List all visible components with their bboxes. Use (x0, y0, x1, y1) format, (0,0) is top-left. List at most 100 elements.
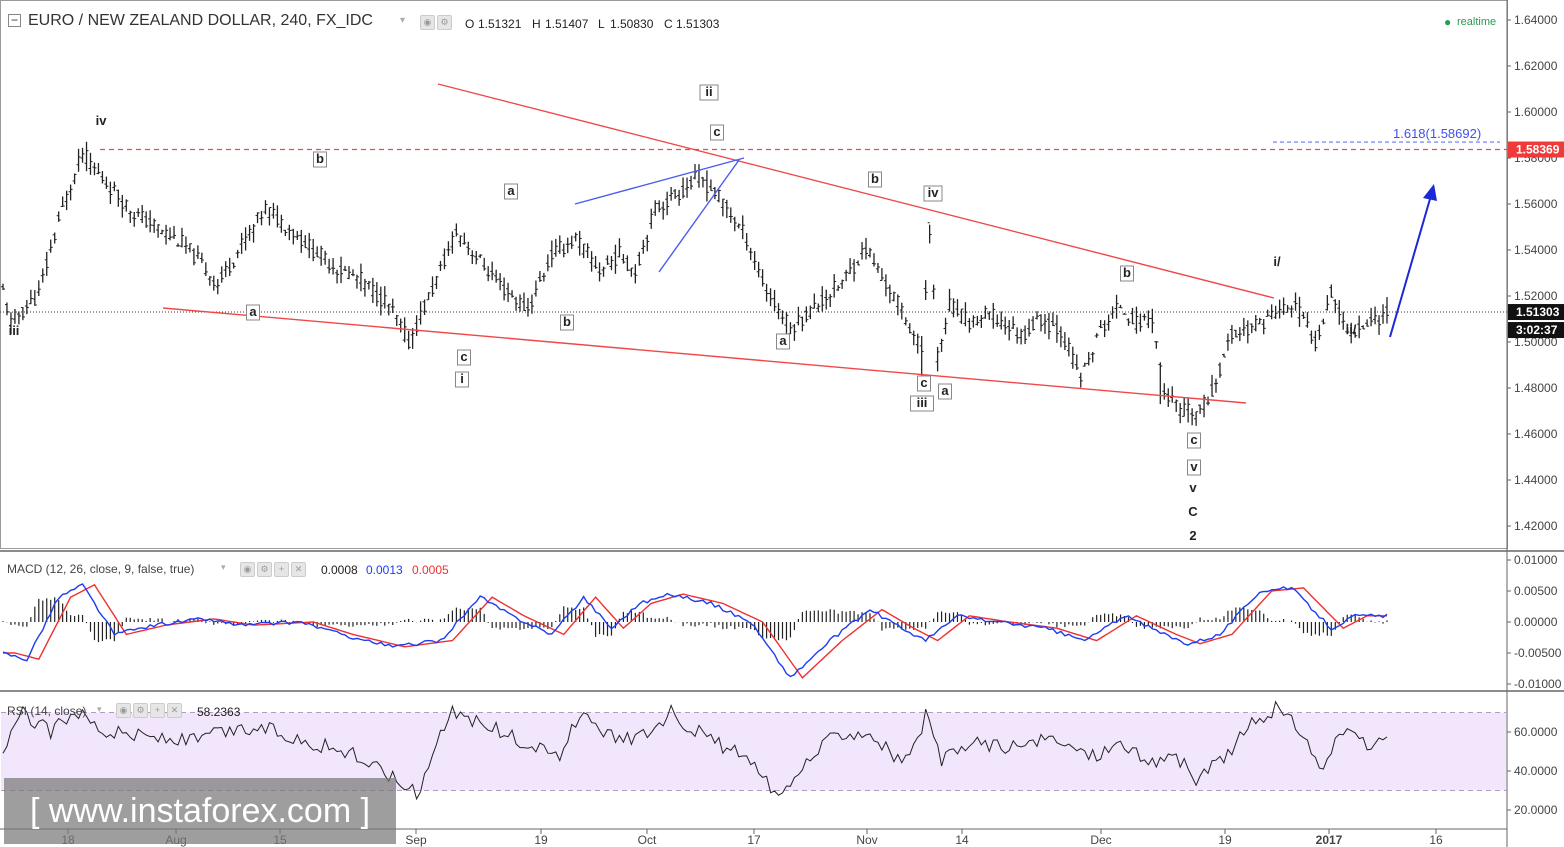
price-tick-label: 1.64000 (1514, 13, 1558, 27)
wave-label: c (460, 349, 467, 364)
price-pane-border (0, 0, 1508, 549)
high-value: 1.51407 (545, 17, 589, 31)
rsi-buttons: ◉ ⚙ + ✕ (116, 703, 182, 718)
wave-label: b (1123, 265, 1131, 280)
wave-label: c (713, 124, 720, 139)
wave-label: ii (705, 84, 712, 99)
wave-label: a (249, 304, 257, 319)
open-label: O (465, 17, 475, 31)
countdown-badge (1508, 322, 1564, 339)
macd-line (2, 583, 1388, 678)
countdown-label: 3:02:37 (1516, 323, 1558, 337)
gear-icon[interactable]: ⚙ (437, 15, 452, 30)
wave-label-box (246, 304, 260, 321)
wave-label-box (699, 84, 719, 101)
wave-label: iv (928, 185, 940, 200)
time-tick-label: 19 (534, 833, 548, 847)
price-tick-label: 1.46000 (1514, 427, 1558, 441)
time-tick-label: 2017 (1316, 833, 1343, 847)
wave-label-box (710, 124, 724, 141)
eye-icon[interactable]: ◉ (420, 15, 435, 30)
macd-tick-label: 0.00500 (1514, 584, 1558, 598)
gear-icon[interactable]: ⚙ (257, 562, 272, 577)
low-label: L (598, 17, 605, 31)
forecast-arrow-head (1423, 184, 1437, 201)
wave-label-box (1187, 432, 1201, 449)
wave-label-box (938, 383, 952, 400)
fib-level-label: 1.618(1.58692) (1393, 126, 1481, 141)
macd-value-signal: 0.0005 (412, 563, 449, 577)
wave-label: i/ (1273, 254, 1281, 269)
time-tick-label: Dec (1090, 833, 1111, 847)
wave-label: v (1190, 459, 1198, 474)
upper-trendline (437, 83, 1275, 299)
high-label: H (532, 17, 541, 31)
wave-label-box (504, 183, 518, 200)
rsi-value: 58.2363 (197, 705, 241, 719)
price-tick-label: 1.60000 (1514, 105, 1558, 119)
close-icon[interactable]: ✕ (291, 562, 306, 577)
wave-label-box (455, 371, 469, 388)
plus-icon[interactable]: + (274, 562, 289, 577)
close-icon[interactable]: ✕ (167, 703, 182, 718)
wave-label-box (776, 333, 790, 350)
eye-icon[interactable]: ◉ (240, 562, 255, 577)
rsi-tick-label: 60.0000 (1514, 725, 1558, 739)
macd-signal-line (3, 583, 1387, 679)
gear-icon[interactable]: ⚙ (133, 703, 148, 718)
wave-label-box (457, 349, 471, 366)
wave-label: 2 (1189, 528, 1196, 543)
last-price-label: 1.51303 (1516, 305, 1560, 319)
time-tick-label: 19 (1218, 833, 1232, 847)
rsi-dropdown-icon[interactable]: ▾ (97, 704, 102, 714)
close-label: C (664, 17, 673, 31)
macd-tick-label: -0.00500 (1514, 646, 1562, 660)
wave-label: v (1189, 480, 1197, 495)
macd-value-histogram: 0.0008 (321, 563, 358, 577)
time-tick-label: 16 (1429, 833, 1443, 847)
plus-icon[interactable]: + (150, 703, 165, 718)
macd-tick-label: 0.00000 (1514, 615, 1558, 629)
price-tick-label: 1.48000 (1514, 381, 1558, 395)
symbol-buttons: ◉ ⚙ (420, 15, 452, 30)
macd-value-line: 0.0013 (366, 563, 403, 577)
price-tick-label: 1.42000 (1514, 519, 1558, 533)
wave-label-box (313, 151, 327, 168)
symbol-dropdown-icon[interactable]: ▾ (400, 15, 406, 26)
eye-icon[interactable]: ◉ (116, 703, 131, 718)
macd-group (2, 583, 1388, 679)
macd-tick-label: 0.01000 (1514, 553, 1558, 567)
realtime-label: realtime (1457, 16, 1497, 28)
menu-toggle-icon[interactable]: − (8, 14, 21, 27)
wave-label: b (563, 314, 571, 329)
wave-label-box (868, 171, 882, 188)
wave-label: a (941, 383, 949, 398)
last-price-badge (1508, 304, 1564, 321)
macd-dropdown-icon[interactable]: ▾ (221, 562, 226, 572)
wave-ii-upper-line (574, 157, 745, 205)
wave-label-box (1120, 265, 1134, 282)
wave-label: i (460, 371, 464, 386)
macd-tick-label: -0.01000 (1514, 677, 1562, 691)
price-tick-label: 1.54000 (1514, 243, 1558, 257)
wave-label: C (1188, 504, 1198, 519)
price-tick-label: 1.44000 (1514, 473, 1558, 487)
wave-label: c (920, 375, 927, 390)
wave-label: a (507, 183, 515, 198)
wave-label: iv (96, 113, 108, 128)
wave-label-box (560, 314, 574, 331)
wave-label: a (779, 333, 787, 348)
rsi-label: RSI (14, close) (7, 704, 87, 718)
low-value: 1.50830 (610, 17, 654, 31)
wave-label-box (910, 395, 934, 412)
wave-label: b (871, 171, 879, 186)
rsi-tick-label: 40.0000 (1514, 764, 1558, 778)
symbol-title: EURO / NEW ZEALAND DOLLAR, 240, FX_IDC (28, 12, 373, 29)
resistance-level-label: 1.58369 (1516, 143, 1560, 157)
time-tick-label: Oct (638, 833, 657, 847)
resistance-level-badge (1508, 141, 1564, 158)
wave-label-box (917, 375, 931, 392)
wave-ii-lower-line (658, 159, 740, 273)
price-tick-label: 1.52000 (1514, 289, 1558, 303)
